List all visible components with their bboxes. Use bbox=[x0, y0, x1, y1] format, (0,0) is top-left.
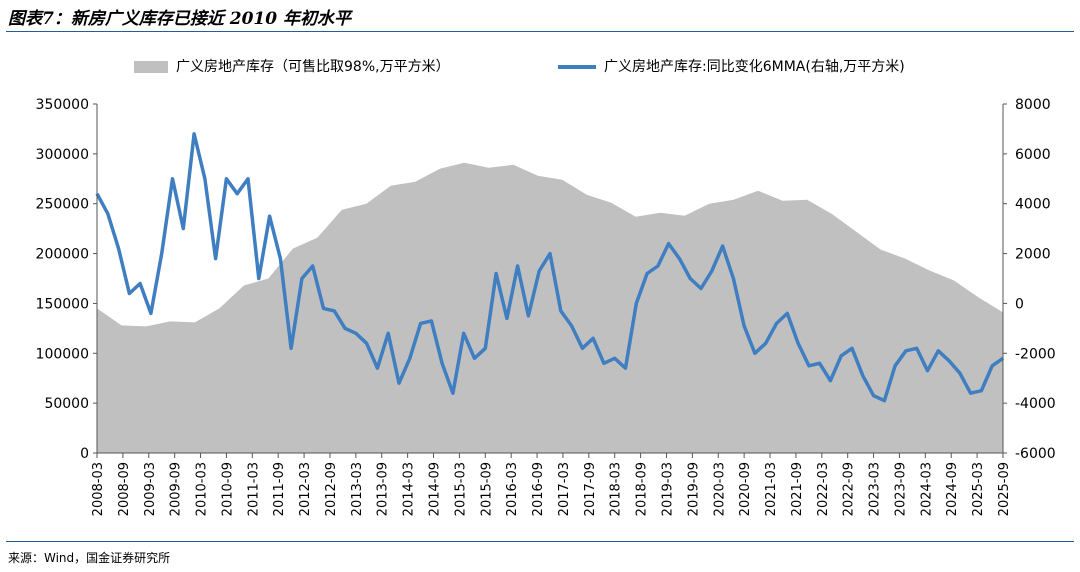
x-tick-label: 2014-09 bbox=[428, 462, 443, 516]
legend-label-area: 广义房地产库存（可售比取98%,万平方米） bbox=[176, 59, 450, 75]
right-tick-label: 8000 bbox=[1015, 97, 1051, 113]
bottom-rule bbox=[6, 541, 1074, 542]
x-tick-label: 2016-09 bbox=[531, 462, 546, 516]
top-rule bbox=[6, 31, 1074, 32]
x-tick-label: 2023-09 bbox=[894, 462, 909, 516]
inventory-area bbox=[97, 162, 1003, 454]
x-tick-label: 2014-03 bbox=[402, 462, 417, 516]
x-tick-label: 2011-03 bbox=[246, 462, 261, 516]
right-tick-label: 2000 bbox=[1015, 247, 1051, 263]
right-tick-label: 6000 bbox=[1015, 147, 1051, 163]
right-tick-label: 4000 bbox=[1015, 197, 1051, 213]
left-tick-label: 50000 bbox=[44, 396, 89, 412]
left-tick-label: 100000 bbox=[36, 346, 89, 362]
x-tick-label: 2022-09 bbox=[842, 462, 857, 516]
x-tick-label: 2008-03 bbox=[91, 462, 106, 516]
x-tick-label: 2025-09 bbox=[997, 462, 1012, 516]
left-tick-label: 300000 bbox=[36, 147, 89, 163]
x-tick-label: 2025-03 bbox=[971, 462, 986, 516]
x-tick-label: 2017-09 bbox=[583, 462, 598, 516]
x-tick-label: 2024-09 bbox=[945, 462, 960, 516]
left-tick-label: 0 bbox=[80, 446, 89, 462]
x-tick-label: 2015-03 bbox=[453, 462, 468, 516]
x-tick-label: 2008-09 bbox=[117, 462, 132, 516]
x-tick-label: 2023-03 bbox=[868, 462, 883, 516]
x-tick-label: 2020-03 bbox=[712, 462, 727, 516]
x-tick-label: 2010-09 bbox=[220, 462, 235, 516]
chart: 0 50000 100000 150000 200000 250000 300000 3500… bbox=[36, 59, 1056, 516]
x-tick-label: 2019-03 bbox=[661, 462, 676, 516]
x-tick-label: 2022-03 bbox=[816, 462, 831, 516]
source-note: 来源：Wind，国金证券研究所 bbox=[8, 551, 171, 565]
x-tick-label: 2015-09 bbox=[479, 462, 494, 516]
left-tick-label: 350000 bbox=[36, 97, 89, 113]
left-tick-label: 150000 bbox=[36, 296, 89, 312]
right-tick-label: -2000 bbox=[1015, 346, 1056, 362]
legend-swatch-area bbox=[134, 61, 168, 73]
x-tick-label: 2013-09 bbox=[376, 462, 391, 516]
right-tick-label: -6000 bbox=[1015, 446, 1056, 462]
x-tick-label: 2020-09 bbox=[738, 462, 753, 516]
x-tick-label: 2013-03 bbox=[350, 462, 365, 516]
x-tick-label: 2016-03 bbox=[505, 462, 520, 516]
left-tick-label: 200000 bbox=[36, 247, 89, 263]
right-tick-label: -4000 bbox=[1015, 396, 1056, 412]
x-tick-label: 2009-09 bbox=[169, 462, 184, 516]
x-tick-label: 2024-03 bbox=[919, 462, 934, 516]
x-tick-label: 2019-09 bbox=[686, 462, 701, 516]
left-tick-label: 250000 bbox=[36, 197, 89, 213]
x-tick-label: 2009-03 bbox=[143, 462, 158, 516]
right-tick-label: 0 bbox=[1015, 296, 1024, 312]
yoy-change-line bbox=[95, 132, 1004, 403]
x-tick-label: 2012-03 bbox=[298, 462, 313, 516]
x-tick-label: 2010-03 bbox=[195, 462, 210, 516]
x-tick-label: 2018-09 bbox=[635, 462, 650, 516]
x-tick-label: 2012-09 bbox=[324, 462, 339, 516]
x-tick-label: 2017-03 bbox=[557, 462, 572, 516]
chart-title: 图表7：新房广义库存已接近 2010 年初水平 bbox=[8, 9, 351, 29]
x-tick-label: 2021-09 bbox=[790, 462, 805, 516]
x-tick-label: 2011-09 bbox=[272, 462, 287, 516]
x-tick-label: 2021-03 bbox=[764, 462, 779, 516]
legend-label-line: 广义房地产库存:同比变化6MMA(右轴,万平方米) bbox=[604, 59, 905, 75]
x-tick-label: 2018-03 bbox=[609, 462, 624, 516]
